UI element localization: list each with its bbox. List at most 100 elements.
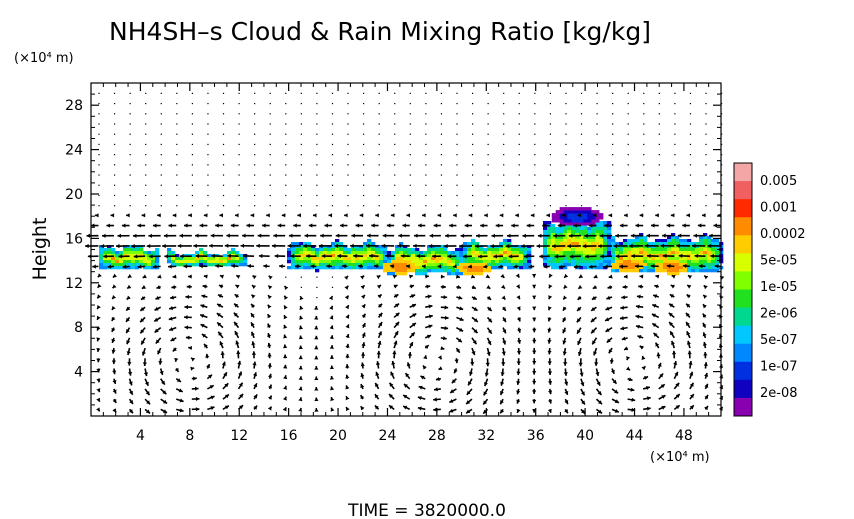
wind-arrow-head	[693, 233, 697, 238]
wind-arrow-head	[476, 233, 480, 238]
y-tick-label: 16	[65, 231, 83, 247]
cloud-cell	[543, 263, 548, 267]
wind-dot	[378, 164, 380, 166]
cloud-cell	[439, 257, 444, 261]
cloud-cell	[591, 266, 596, 270]
wind-arrow-head	[425, 274, 429, 279]
wind-dot	[487, 113, 489, 115]
cloud-cell	[563, 236, 568, 240]
wind-dot	[300, 286, 302, 288]
cloud-cell	[595, 227, 600, 231]
wind-arrow-head	[243, 253, 247, 259]
cloud-cell	[451, 257, 456, 261]
cloud-cell	[439, 269, 444, 273]
wind-dot	[363, 174, 365, 176]
cloud-cell	[335, 254, 340, 258]
cloud-cell	[327, 260, 332, 264]
wind-arrow-head	[459, 306, 464, 311]
cloud-cell	[199, 260, 204, 264]
cloud-cell	[335, 248, 340, 252]
wind-dot	[254, 102, 256, 105]
cloud-cell	[587, 248, 592, 252]
cloud-cell	[639, 242, 644, 246]
wind-dot	[580, 184, 583, 186]
wind-arrow-head	[532, 350, 537, 355]
wind-arrow-head	[417, 406, 422, 411]
cloud-cell	[607, 248, 612, 252]
wind-arrow-head	[694, 253, 699, 259]
wind-arrow-head	[702, 332, 707, 337]
wind-dot	[316, 276, 318, 278]
wind-arrow-head	[344, 275, 349, 280]
wind-arrow-head	[304, 233, 309, 238]
cloud-cell	[563, 219, 568, 223]
wind-dot	[518, 174, 520, 176]
cloud-cell	[667, 272, 672, 276]
wind-dot	[254, 133, 256, 135]
cloud-cell	[383, 266, 388, 270]
wind-arrow-head	[528, 264, 533, 269]
cloud-cell	[239, 260, 244, 264]
cloud-cell	[679, 269, 684, 273]
cloud-cell	[387, 269, 392, 273]
wind-arrow-head	[531, 273, 537, 278]
wind-dot	[269, 92, 271, 94]
wind-dot	[627, 184, 629, 186]
cloud-cell	[131, 251, 136, 255]
cloud-cell	[479, 251, 484, 255]
wind-dot	[207, 154, 209, 156]
wind-dot	[487, 205, 489, 207]
cloud-cell	[583, 236, 588, 240]
wind-arrow-head	[224, 405, 229, 410]
cloud-cell	[687, 269, 692, 273]
cloud-cell	[567, 257, 572, 261]
wind-arrow-head	[344, 285, 349, 290]
cloud-cell	[287, 251, 292, 255]
wind-dot	[456, 154, 458, 156]
wind-dot	[222, 92, 225, 94]
cloud-cell	[339, 242, 344, 246]
wind-arrow-head	[172, 347, 177, 352]
wind-dot	[518, 133, 520, 135]
cloud-cell	[639, 257, 644, 261]
wind-arrow-head	[624, 346, 629, 351]
wind-dot	[300, 164, 302, 166]
wind-arrow-head	[687, 285, 692, 289]
cloud-cell	[575, 239, 580, 243]
wind-arrow-head	[471, 351, 476, 356]
wind-dot	[129, 194, 131, 197]
cloud-cell	[519, 266, 524, 270]
wind-arrow-head	[470, 361, 475, 366]
cloud-cell	[595, 213, 600, 217]
wind-arrow-head	[569, 254, 574, 259]
wind-arrow-head	[148, 233, 152, 238]
wind-dot	[440, 164, 443, 166]
wind-arrow-head	[112, 370, 117, 375]
x-tick-label: 44	[626, 428, 644, 444]
cloud-cell	[551, 254, 556, 258]
wind-arrow-head	[486, 284, 491, 289]
cloud-cell	[219, 257, 224, 261]
wind-arrow-head	[500, 284, 505, 289]
cloud-cell	[447, 257, 452, 261]
cloud-cell	[411, 269, 416, 273]
wind-arrow-head	[267, 363, 272, 367]
wind-arrow-head	[578, 274, 584, 278]
cloud-cell	[379, 263, 384, 267]
cloud-cell	[511, 251, 516, 255]
cloud-cell	[407, 257, 412, 261]
wind-dot	[534, 123, 536, 125]
wind-dot	[269, 123, 271, 125]
wind-dot	[207, 184, 209, 186]
cloud-cell	[495, 257, 500, 261]
x-tick-label: 16	[280, 428, 298, 444]
wind-dot	[471, 133, 474, 135]
wind-arrow-head	[614, 408, 619, 413]
wind-dot	[129, 184, 131, 186]
cloud-cell	[367, 260, 372, 264]
cloud-cell	[363, 260, 368, 264]
wind-arrow-head	[666, 263, 671, 269]
wind-arrow-head	[634, 264, 639, 269]
wind-dot	[580, 205, 583, 207]
cloud-cell	[567, 216, 572, 220]
